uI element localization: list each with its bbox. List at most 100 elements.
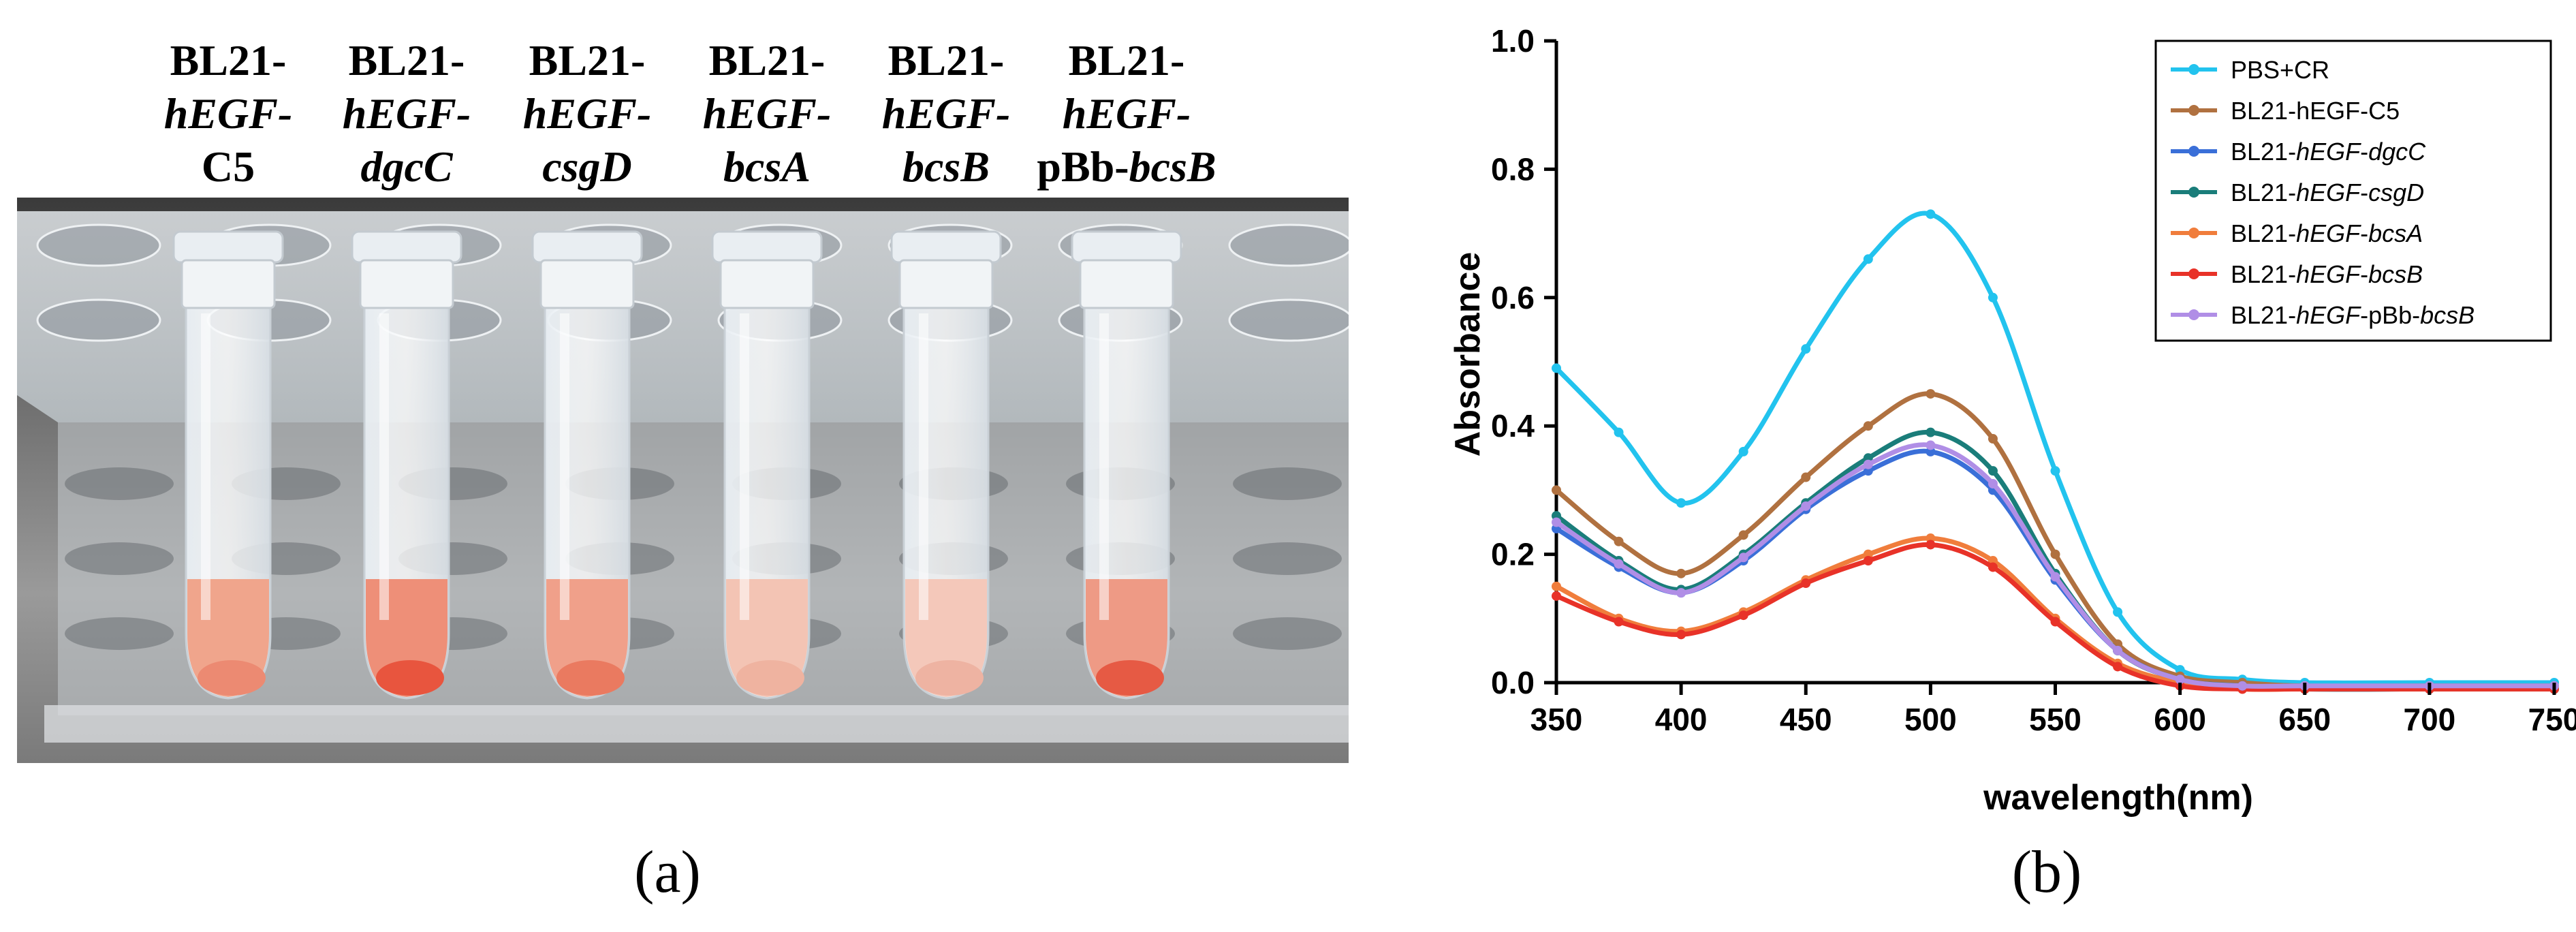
tube-cap-rim	[359, 259, 454, 309]
legend-label: PBS+CR	[2231, 56, 2329, 84]
data-point	[2113, 662, 2123, 672]
x-tick-label: 400	[1655, 702, 1708, 737]
rack-hole	[36, 298, 161, 342]
tube-highlight	[560, 313, 569, 620]
tube-label-2: BL21- hEGF-dgcC	[315, 34, 499, 193]
tube-pellet	[736, 660, 804, 696]
legend: PBS+CR BL21-hEGF-C5 BL21-hEGF-dgcC BL21-hEG…	[2154, 40, 2552, 342]
data-point	[2050, 549, 2060, 559]
tube-6	[1071, 230, 1182, 700]
tube-cap-rim	[898, 259, 994, 309]
x-tick-label: 650	[2278, 702, 2331, 737]
x-tick-label: 750	[2528, 702, 2576, 737]
y-axis-label: Absorbance	[1448, 252, 1488, 457]
tube-cap	[890, 230, 1002, 264]
tube-label-line3: bcsB	[902, 142, 990, 191]
front-hole	[1233, 467, 1342, 500]
data-point	[1614, 617, 1624, 627]
tube-cap	[351, 230, 462, 264]
tube-label-line3: bcsA	[723, 142, 811, 191]
tube-1	[172, 230, 284, 700]
tube-label-line2: hEGF-	[163, 89, 293, 138]
data-point	[1552, 581, 1561, 591]
data-point	[2113, 645, 2123, 655]
tube-5	[890, 230, 1002, 700]
data-point	[1988, 562, 1998, 572]
data-point	[1614, 536, 1624, 546]
legend-swatch-marker	[2188, 268, 2199, 279]
legend-label: BL21-hEGF-csgD	[2231, 178, 2424, 206]
data-point	[1926, 389, 1936, 399]
legend-swatch-marker	[2188, 228, 2199, 238]
rack-hole	[1228, 223, 1349, 267]
data-point	[2050, 572, 2060, 582]
front-hole	[1233, 542, 1342, 575]
tube-3	[531, 230, 643, 700]
x-tick-label: 500	[1904, 702, 1957, 737]
series-line	[1554, 211, 2554, 685]
x-tick-label: 350	[1530, 702, 1583, 737]
rack-base	[44, 705, 1349, 743]
tube-label-4: BL21- hEGF-bcsA	[675, 34, 859, 193]
front-hole	[65, 617, 174, 650]
tube-label-line3: csgD	[542, 142, 632, 191]
series-6	[1552, 540, 2559, 694]
tube-label-line2: hEGF-	[342, 89, 471, 138]
data-point	[1988, 292, 1998, 302]
data-point	[1676, 498, 1686, 508]
x-axis-label: wavelength(nm)	[1983, 778, 2253, 818]
absorbance-chart: 350 400 450 500 550 600 650 700 750 0.0 0.2 0.4 0.6 0…	[1448, 23, 2576, 818]
rack-hole	[1228, 298, 1349, 342]
tube-label-line3: dgcC	[360, 142, 453, 191]
y-tick-label: 0.2	[1491, 537, 1535, 572]
series-line	[1554, 391, 2554, 689]
data-point	[1926, 440, 1936, 450]
tube-label-line2: hEGF-	[881, 89, 1011, 138]
tube-label-line1: BL21-	[1068, 36, 1185, 84]
tube-pellet	[1096, 660, 1164, 696]
tube-cap	[172, 230, 284, 264]
data-point	[1552, 517, 1561, 527]
data-point	[1988, 466, 1998, 476]
data-point	[1738, 610, 1748, 621]
tube-highlight	[379, 313, 389, 620]
legend-label: BL21-hEGF-bcsA	[2231, 219, 2423, 247]
tube-highlight	[201, 313, 210, 620]
tube-label-line1: BL21-	[708, 36, 826, 84]
data-point	[1676, 568, 1686, 578]
x-tick-label: 700	[2404, 702, 2456, 737]
tube-highlight	[919, 313, 928, 620]
tube-cap	[711, 230, 823, 264]
tube-label-line2: hEGF-	[702, 89, 832, 138]
legend-entry-7: BL21-hEGF-pBb-bcsB	[2171, 301, 2475, 329]
data-point	[1801, 501, 1811, 511]
data-point	[1863, 556, 1873, 566]
data-point	[1676, 588, 1686, 598]
tubes	[172, 230, 1182, 700]
legend-entry-5: BL21-hEGF-bcsA	[2171, 219, 2423, 247]
data-point	[1801, 472, 1811, 482]
data-point	[2113, 607, 2123, 617]
data-point	[1801, 344, 1811, 354]
data-point	[1801, 578, 1811, 588]
tube-pellet	[376, 660, 444, 696]
tube-label-3: BL21- hEGF-csgD	[495, 34, 679, 193]
legend-entry-4: BL21-hEGF-csgD	[2171, 178, 2424, 206]
tube-label-6: BL21- hEGF-pBb-bcsB	[1035, 34, 1219, 193]
tube-4	[711, 230, 823, 700]
tube-cap-rim	[180, 259, 276, 309]
legend-swatch-marker	[2188, 105, 2199, 116]
data-point	[1926, 427, 1936, 437]
y-tick-label: 0.8	[1491, 151, 1535, 187]
tube-label-line1: BL21-	[888, 36, 1005, 84]
data-point	[1926, 540, 1936, 550]
legend-entry-6: BL21-hEGF-bcsB	[2171, 260, 2423, 288]
data-point	[1738, 553, 1748, 563]
legend-label: BL21-hEGF-bcsB	[2231, 260, 2423, 288]
caption-b: (b)	[2011, 839, 2082, 905]
tube-pellet	[556, 660, 625, 696]
data-point	[1988, 478, 1998, 488]
data-point	[2050, 466, 2060, 476]
tick-layer: 350 400 450 500 550 600 650 700 750 0.0 0.2 0.4 0.6 0…	[1491, 23, 2576, 737]
legend-entry-2: BL21-hEGF-C5	[2171, 97, 2400, 125]
